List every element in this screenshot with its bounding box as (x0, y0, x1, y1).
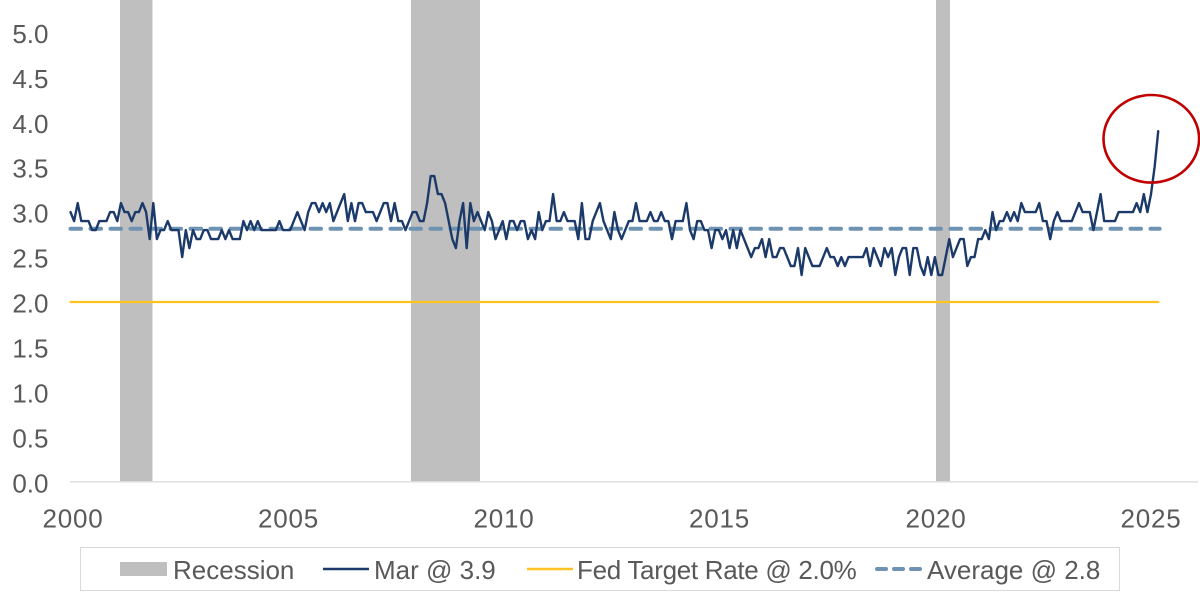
svg-text:1.0: 1.0 (12, 379, 48, 409)
svg-text:2000: 2000 (42, 503, 103, 533)
svg-text:2015: 2015 (689, 503, 750, 533)
svg-text:5.0: 5.0 (12, 19, 48, 49)
svg-text:2020: 2020 (905, 503, 966, 533)
svg-text:0.5: 0.5 (12, 424, 48, 454)
svg-text:Average @ 2.8: Average @ 2.8 (927, 555, 1100, 585)
svg-text:Mar @ 3.9: Mar @ 3.9 (374, 555, 496, 585)
svg-text:4.5: 4.5 (12, 64, 48, 94)
svg-text:4.0: 4.0 (12, 109, 48, 139)
svg-text:2005: 2005 (258, 503, 319, 533)
svg-text:2010: 2010 (473, 503, 534, 533)
svg-text:3.0: 3.0 (12, 199, 48, 229)
svg-text:0.0: 0.0 (12, 468, 48, 498)
svg-text:3.5: 3.5 (12, 154, 48, 184)
svg-text:2025: 2025 (1120, 503, 1181, 533)
svg-text:2.0: 2.0 (12, 289, 48, 319)
svg-text:1.5: 1.5 (12, 334, 48, 364)
svg-text:Fed Target Rate @ 2.0%: Fed Target Rate @ 2.0% (577, 555, 857, 585)
svg-text:2.5: 2.5 (12, 244, 48, 274)
svg-text:Recession: Recession (173, 555, 294, 585)
